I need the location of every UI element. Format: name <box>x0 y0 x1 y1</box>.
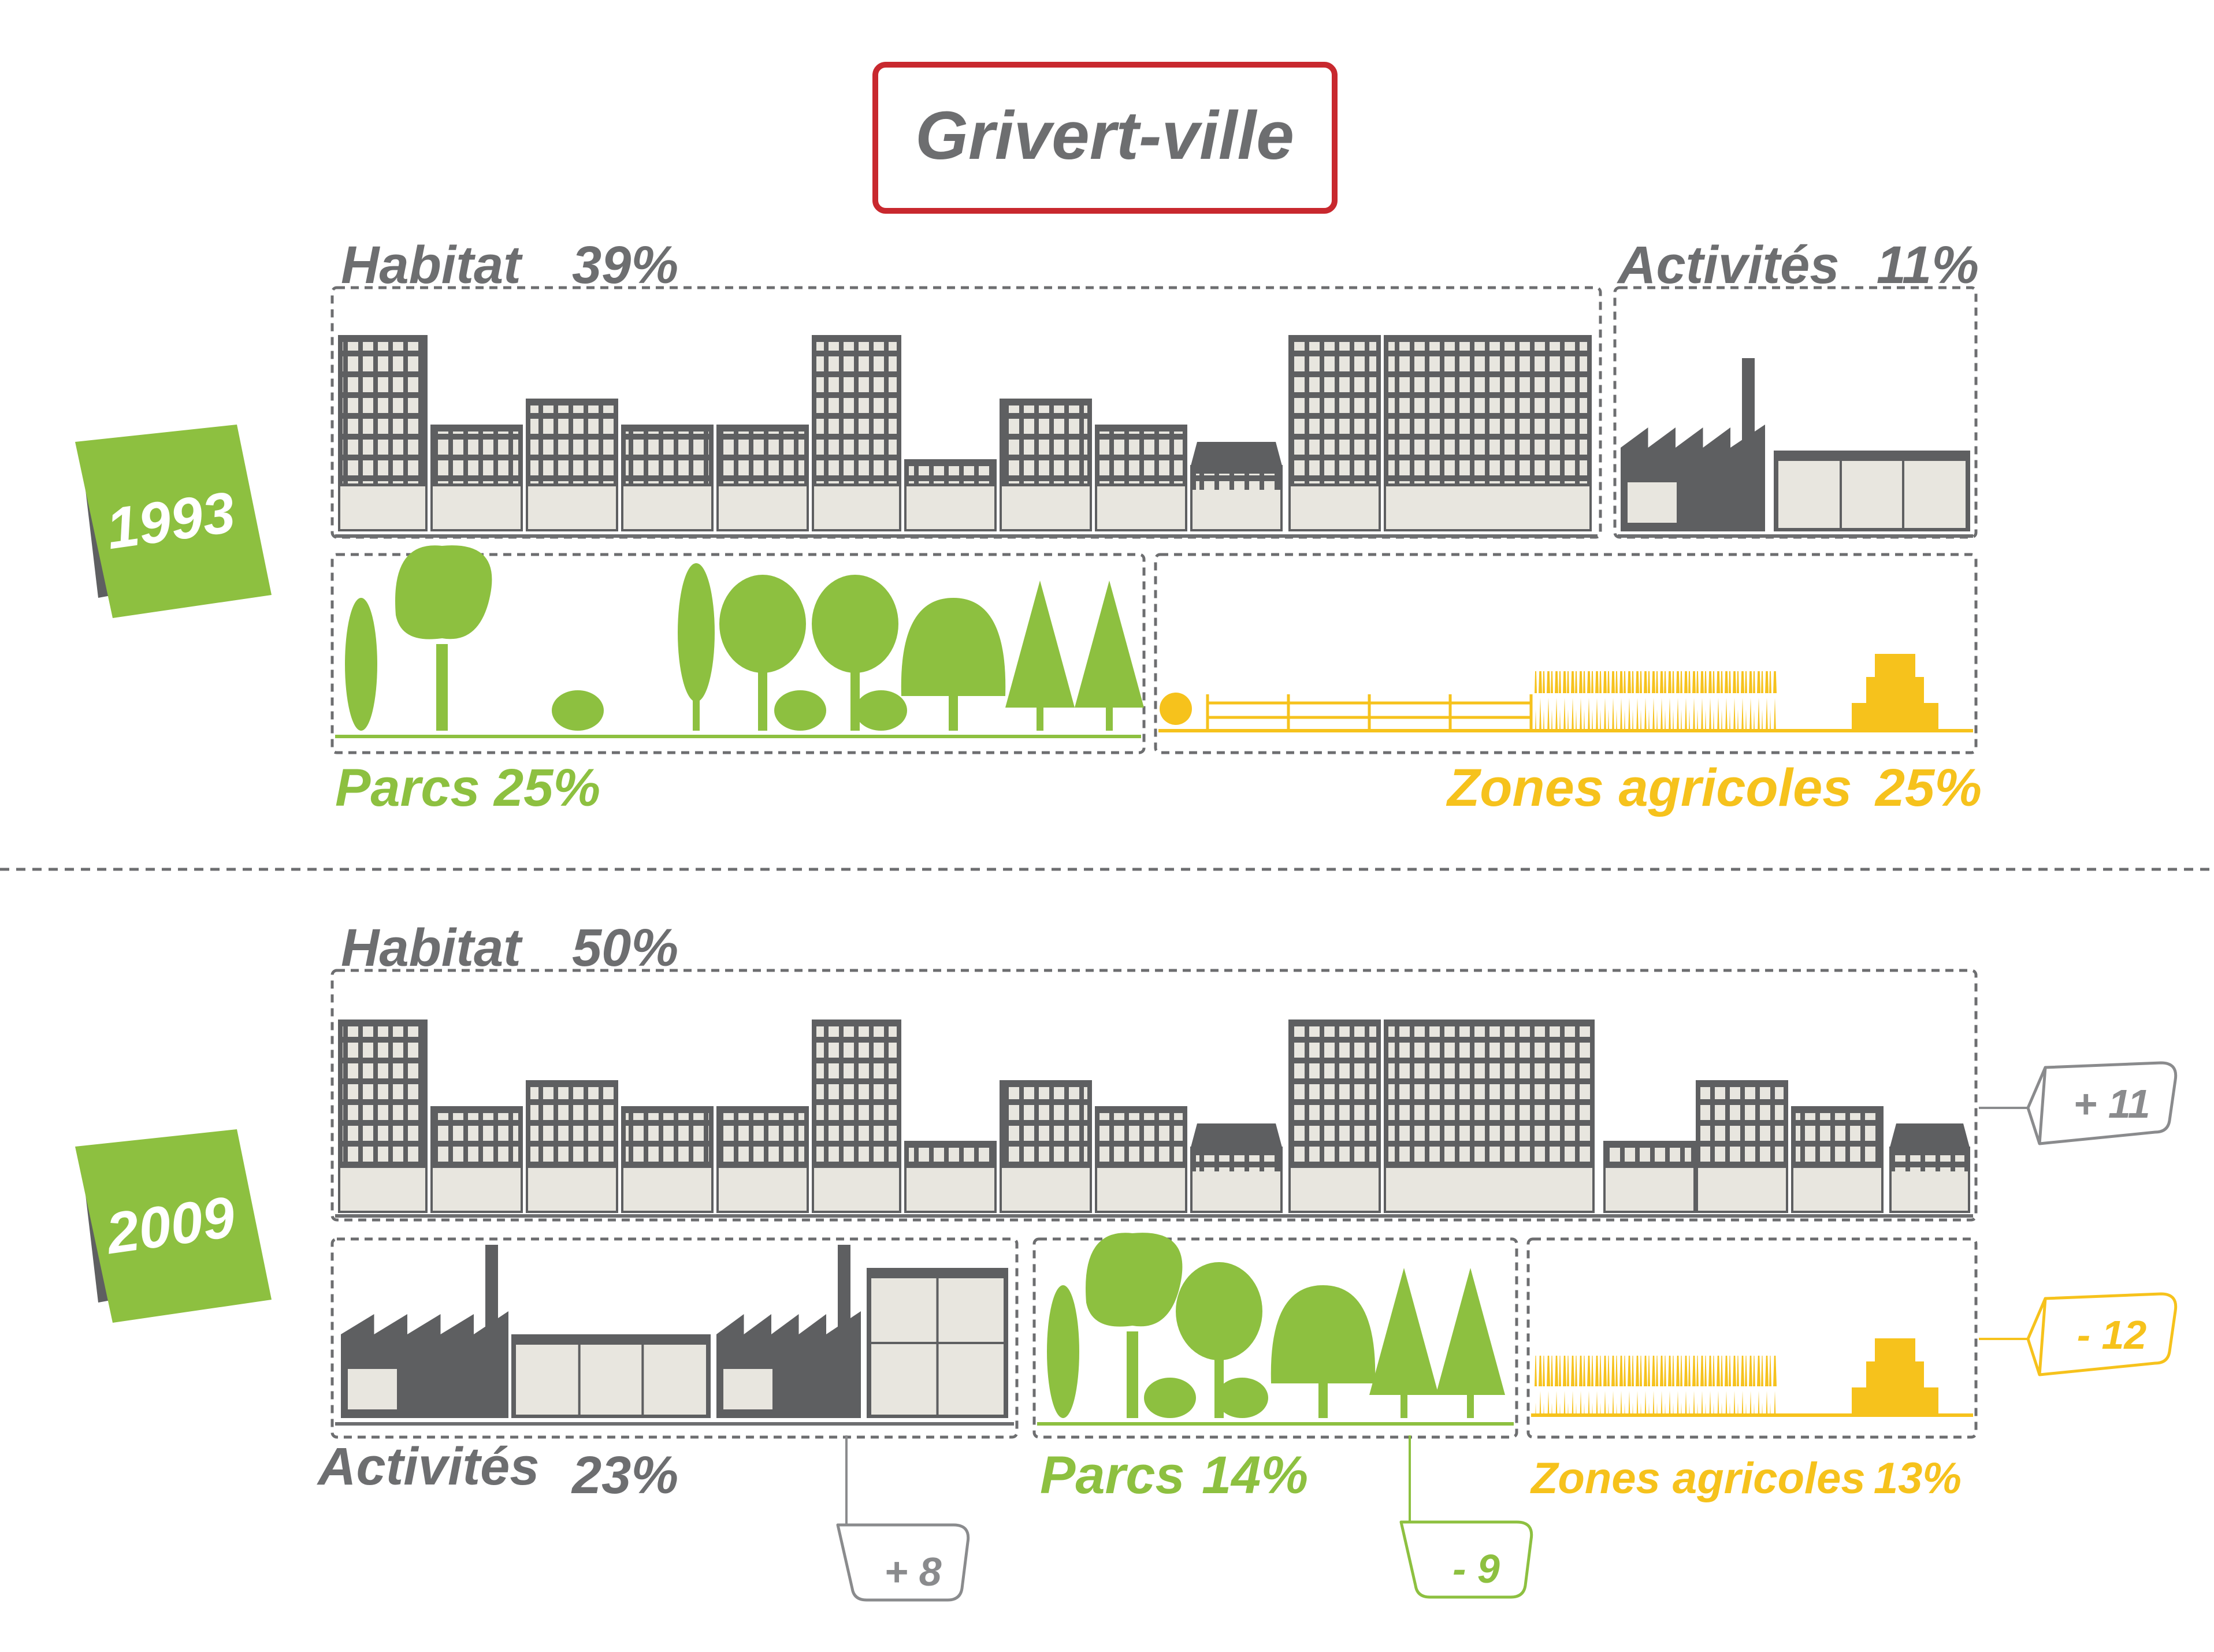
hay-bales <box>1852 654 1938 729</box>
agricole-1993-value: 25% <box>1874 758 1982 817</box>
tree <box>901 598 1006 731</box>
fence <box>1206 694 1533 729</box>
agricole-2009-label: Zones agricoles <box>1530 1454 1866 1503</box>
warehouse <box>511 1334 711 1418</box>
building <box>716 1106 809 1213</box>
building <box>1288 335 1381 531</box>
building <box>1000 1080 1092 1213</box>
activites-1993-buildings <box>1621 358 1970 531</box>
activites-2009-value: 23% <box>571 1446 678 1505</box>
building <box>904 459 997 531</box>
habitat-2009-value: 50% <box>572 918 678 977</box>
building <box>1384 1020 1595 1213</box>
warehouse <box>1774 451 1970 531</box>
parcs-2009-value: 14% <box>1202 1446 1308 1505</box>
parcs-2009-box <box>1032 1237 1518 1439</box>
factory <box>1621 358 1765 531</box>
page-title: Grivert-ville <box>915 98 1294 174</box>
activites-1993-value: 11% <box>1877 236 1979 295</box>
hay-bales <box>1852 1338 1938 1413</box>
building <box>1095 425 1187 531</box>
tree <box>678 563 715 731</box>
tree <box>1075 581 1144 731</box>
agricole-2009-fields <box>1534 1338 1938 1413</box>
building <box>430 1106 523 1213</box>
agricole-1993-fields <box>1160 654 1938 729</box>
building <box>1095 1106 1187 1213</box>
factory <box>341 1245 508 1418</box>
tree <box>1271 1285 1376 1418</box>
activites-2009-change-callout: + 8 <box>836 1435 970 1602</box>
building <box>1288 1020 1381 1213</box>
tree <box>345 598 377 731</box>
agricole-2009-value: 13% <box>1874 1454 1962 1503</box>
parcs-1993-box <box>330 553 1146 754</box>
building <box>1696 1080 1788 1213</box>
agricole-2009-change: - 12 <box>2077 1312 2147 1357</box>
house <box>1889 1123 1970 1213</box>
tree <box>774 690 826 731</box>
activites-2009-buildings <box>341 1245 1008 1418</box>
tree <box>552 690 604 731</box>
agricole-1993-box <box>1154 553 1978 754</box>
tree <box>1005 581 1075 731</box>
building <box>621 425 714 531</box>
building <box>716 425 809 531</box>
activites-2009-change: + 8 <box>884 1549 941 1594</box>
tree <box>1086 1233 1183 1418</box>
parcs-1993-label: Parcs <box>335 758 480 817</box>
tree <box>1047 1285 1079 1418</box>
activites-2009-box <box>330 1237 1019 1439</box>
building <box>1603 1141 1696 1213</box>
tree <box>395 545 492 731</box>
building <box>338 1020 428 1213</box>
building <box>1000 399 1092 531</box>
building <box>338 335 428 531</box>
warehouse <box>867 1268 1008 1418</box>
tree <box>855 690 907 731</box>
tree <box>1216 1378 1268 1418</box>
building <box>1384 335 1592 531</box>
agricole-1993-label: Zones agricoles <box>1446 758 1852 817</box>
year-tab-2009: 2009 <box>75 1129 272 1323</box>
building <box>812 335 901 531</box>
tree <box>719 575 806 731</box>
habitat-1993-label: Habitat <box>341 236 523 295</box>
activites-1993-label: Activités <box>1617 236 1840 295</box>
parcs-1993-trees <box>345 545 1144 731</box>
habitat-1993-buildings <box>338 335 1592 531</box>
parcs-2009-trees <box>1047 1233 1505 1418</box>
house <box>1190 442 1283 531</box>
parcs-2009-label: Parcs <box>1040 1446 1185 1505</box>
habitat-2009-change: + 11 <box>2074 1081 2150 1126</box>
building <box>526 399 618 531</box>
activites-2009-label: Activités <box>317 1437 540 1496</box>
factory <box>716 1245 861 1418</box>
parcs-2009-change-callout: - 9 <box>1399 1435 1533 1599</box>
tree <box>1369 1268 1439 1418</box>
tree <box>1144 1378 1196 1418</box>
building <box>526 1080 618 1213</box>
habitat-1993-value: 39% <box>572 236 678 295</box>
wheat-field <box>1534 1356 1777 1413</box>
habitat-2009-change-callout: + 11 <box>1979 1061 2178 1145</box>
tree <box>1436 1268 1505 1418</box>
building <box>904 1141 997 1213</box>
habitat-2009-label: Habitat <box>341 918 523 977</box>
house <box>1190 1123 1283 1213</box>
building <box>1791 1106 1884 1213</box>
year-tab-1993: 1993 <box>75 425 272 618</box>
building <box>621 1106 714 1213</box>
habitat-2009-box <box>330 969 1978 1222</box>
title-box <box>872 62 1338 214</box>
agricole-2009-box <box>1526 1237 1978 1439</box>
building <box>430 425 523 531</box>
agricole-2009-change-callout: - 12 <box>1979 1292 2178 1376</box>
wheat-field <box>1534 671 1777 729</box>
habitat-2009-buildings <box>338 1020 1970 1213</box>
parcs-2009-change: - 9 <box>1453 1546 1500 1591</box>
building <box>812 1020 901 1213</box>
parcs-1993-value: 25% <box>493 758 600 817</box>
